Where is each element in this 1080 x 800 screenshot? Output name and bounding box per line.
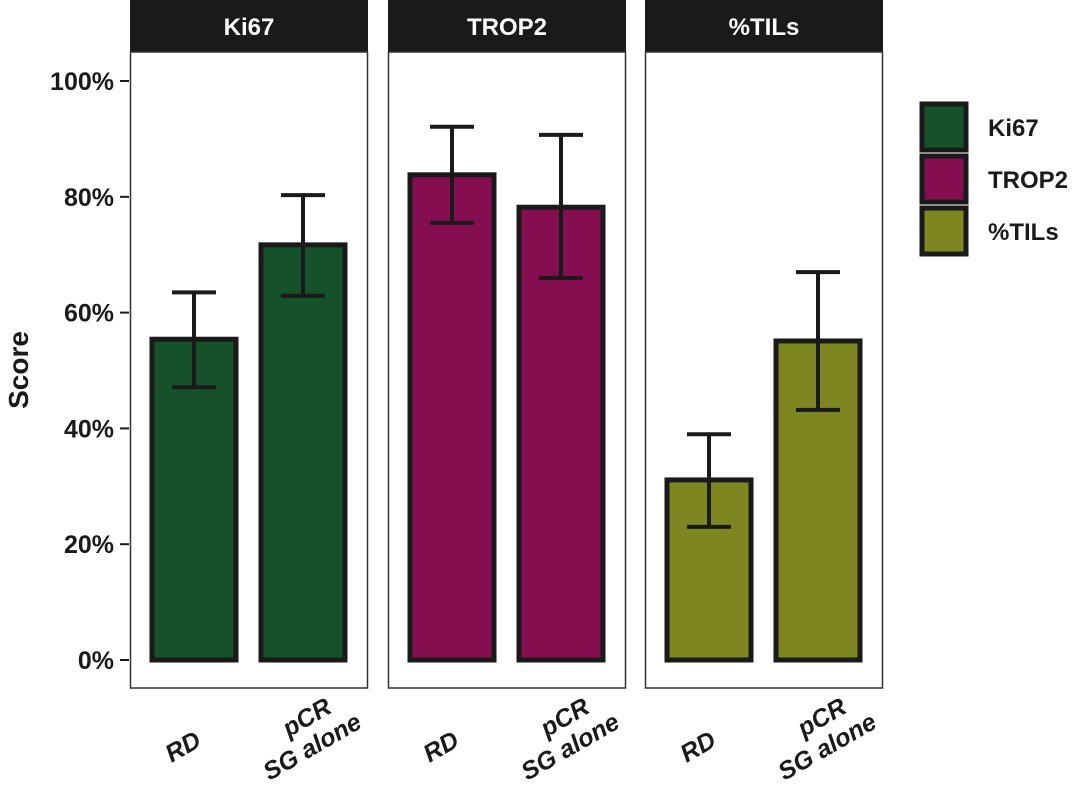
- legend-label: %TILs: [988, 219, 1059, 246]
- legend-swatch: [919, 101, 969, 153]
- y-tick-label: 0%: [78, 647, 114, 675]
- panel-border: [129, 51, 369, 689]
- facet-strip: [130, 0, 368, 52]
- panel-border: [644, 51, 884, 689]
- bar: [407, 172, 497, 663]
- x-tick-label: RD: [161, 726, 206, 768]
- bar: [258, 242, 348, 663]
- legend-item: Ki67: [919, 101, 1039, 153]
- facet-strip-label: TROP2: [467, 14, 547, 41]
- bar: [149, 336, 239, 663]
- x-tick-label: RD: [419, 726, 464, 768]
- y-tick-label: 20%: [64, 531, 114, 559]
- legend-swatch: [919, 205, 969, 257]
- y-tick-label: 80%: [64, 184, 114, 212]
- legend: Ki67 TROP2 %TILs: [919, 101, 1068, 257]
- y-axis-title-group: Score: [3, 331, 34, 409]
- facet-strip-label: %TILs: [729, 14, 800, 41]
- x-tick-label-line1: RD: [676, 726, 721, 768]
- facet-strip: [645, 0, 883, 52]
- facet-strip: [388, 0, 626, 52]
- legend-swatch: [919, 153, 969, 205]
- legend-item: %TILs: [919, 205, 1059, 257]
- y-tick-label: 60%: [64, 300, 114, 328]
- legend-item: TROP2: [919, 153, 1068, 205]
- x-tick-label: RD: [676, 726, 721, 768]
- facet-strip-label: Ki67: [224, 14, 275, 41]
- x-tick-label-line1: RD: [161, 726, 206, 768]
- y-axis: 0% 20% 40% 60% 80% 100%: [50, 68, 129, 675]
- legend-label: Ki67: [988, 115, 1039, 142]
- x-tick-label-line1: RD: [419, 726, 464, 768]
- y-tick-label: 100%: [50, 68, 114, 96]
- y-axis-title: Score: [3, 331, 34, 409]
- y-tick-label: 40%: [64, 415, 114, 443]
- legend-label: TROP2: [988, 167, 1068, 194]
- panel-border: [387, 51, 627, 689]
